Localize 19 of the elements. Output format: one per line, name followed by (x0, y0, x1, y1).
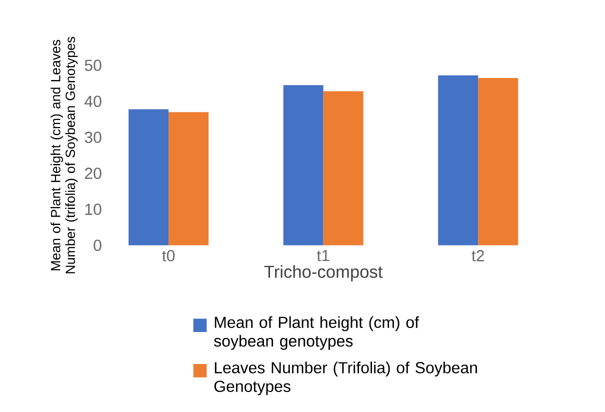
bar (438, 75, 478, 246)
bar (323, 91, 364, 246)
bar (478, 78, 518, 246)
bar (283, 85, 324, 246)
y-axis-title: Mean of Plant Height (cm) and Leaves Number (trifolia) of Soybean Genotypes (50, 36, 78, 274)
y-tick-label: 30 (84, 132, 102, 143)
x-tick-label: t0 (162, 250, 175, 262)
bar (128, 109, 169, 246)
bar (168, 112, 209, 246)
legend-label: Mean of Plant height (cm) of soybean genotypes (214, 316, 420, 350)
x-tick-label: t1 (316, 250, 330, 262)
y-tick-label: 10 (85, 204, 102, 215)
y-tick-label: 0 (94, 240, 102, 251)
y-tick-label: 20 (84, 168, 102, 179)
y-tick-label: 40 (84, 96, 102, 107)
y-tick-label: 50 (84, 60, 102, 71)
x-axis-title: Tricho-compost (264, 265, 383, 282)
x-tick-label: t2 (472, 250, 484, 262)
legend-label: Leaves Number (Trifolia) of Soybean Genotypes (214, 362, 477, 396)
